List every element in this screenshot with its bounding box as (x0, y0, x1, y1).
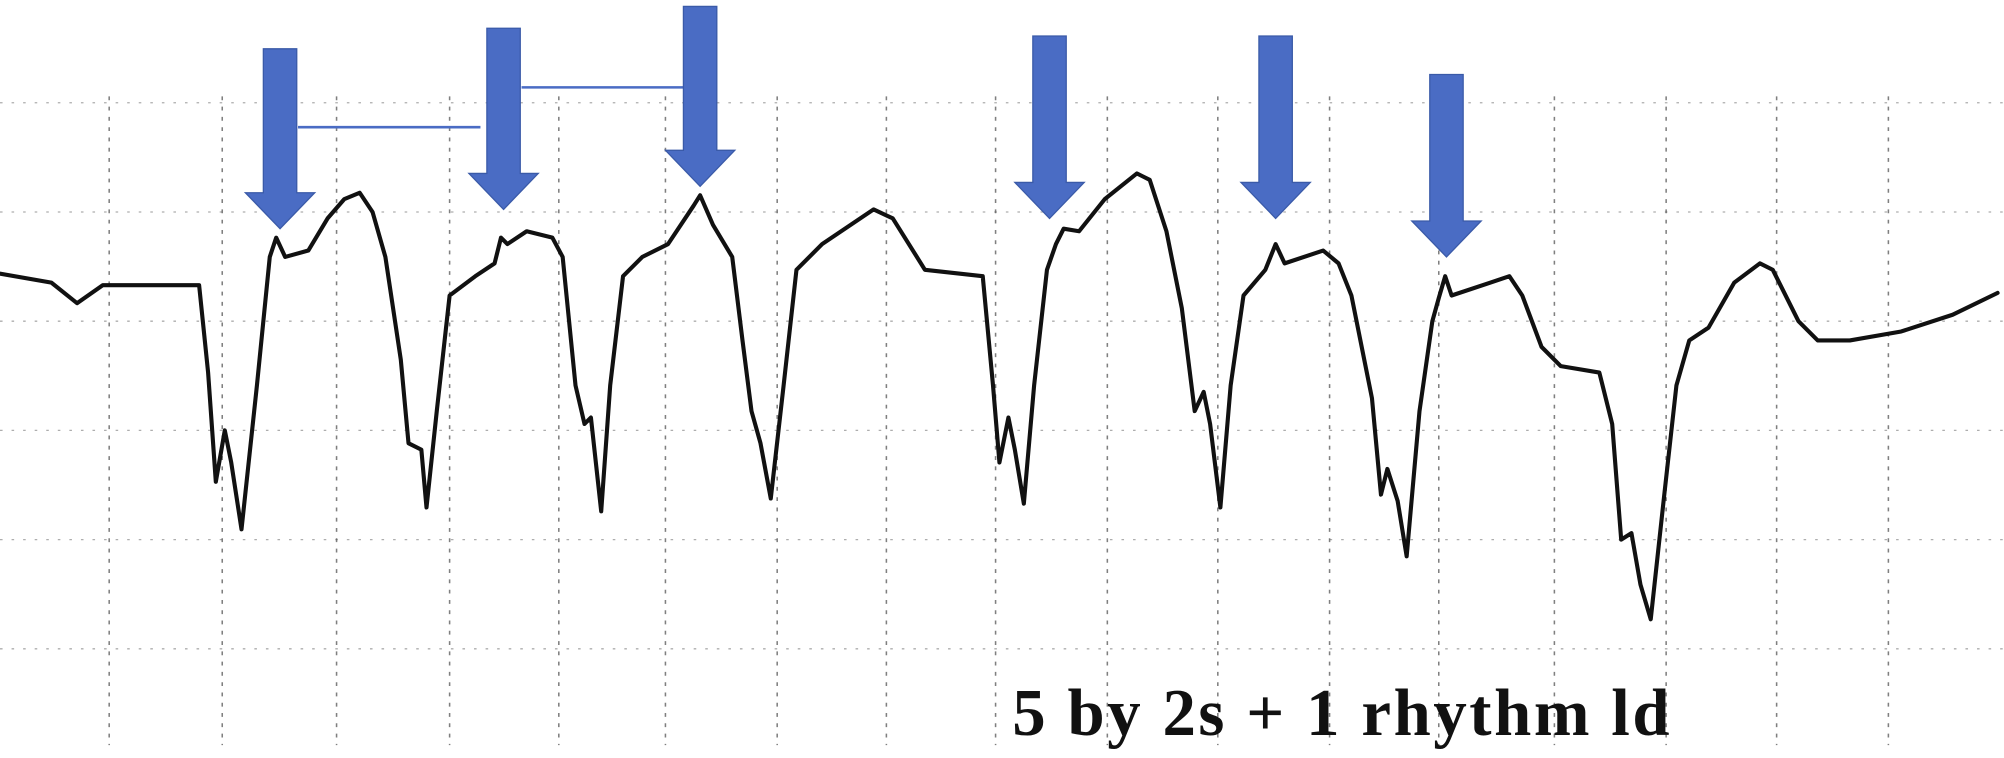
arrow (243, 48, 317, 230)
arrow (1239, 35, 1312, 220)
annotation: 5 by 2s + 1 rhythm ld (1012, 676, 1672, 750)
arrow (1410, 73, 1483, 258)
arrow (1013, 35, 1086, 220)
arrow (663, 5, 737, 188)
ecg-trace (0, 171, 2000, 622)
arrow (467, 27, 540, 211)
